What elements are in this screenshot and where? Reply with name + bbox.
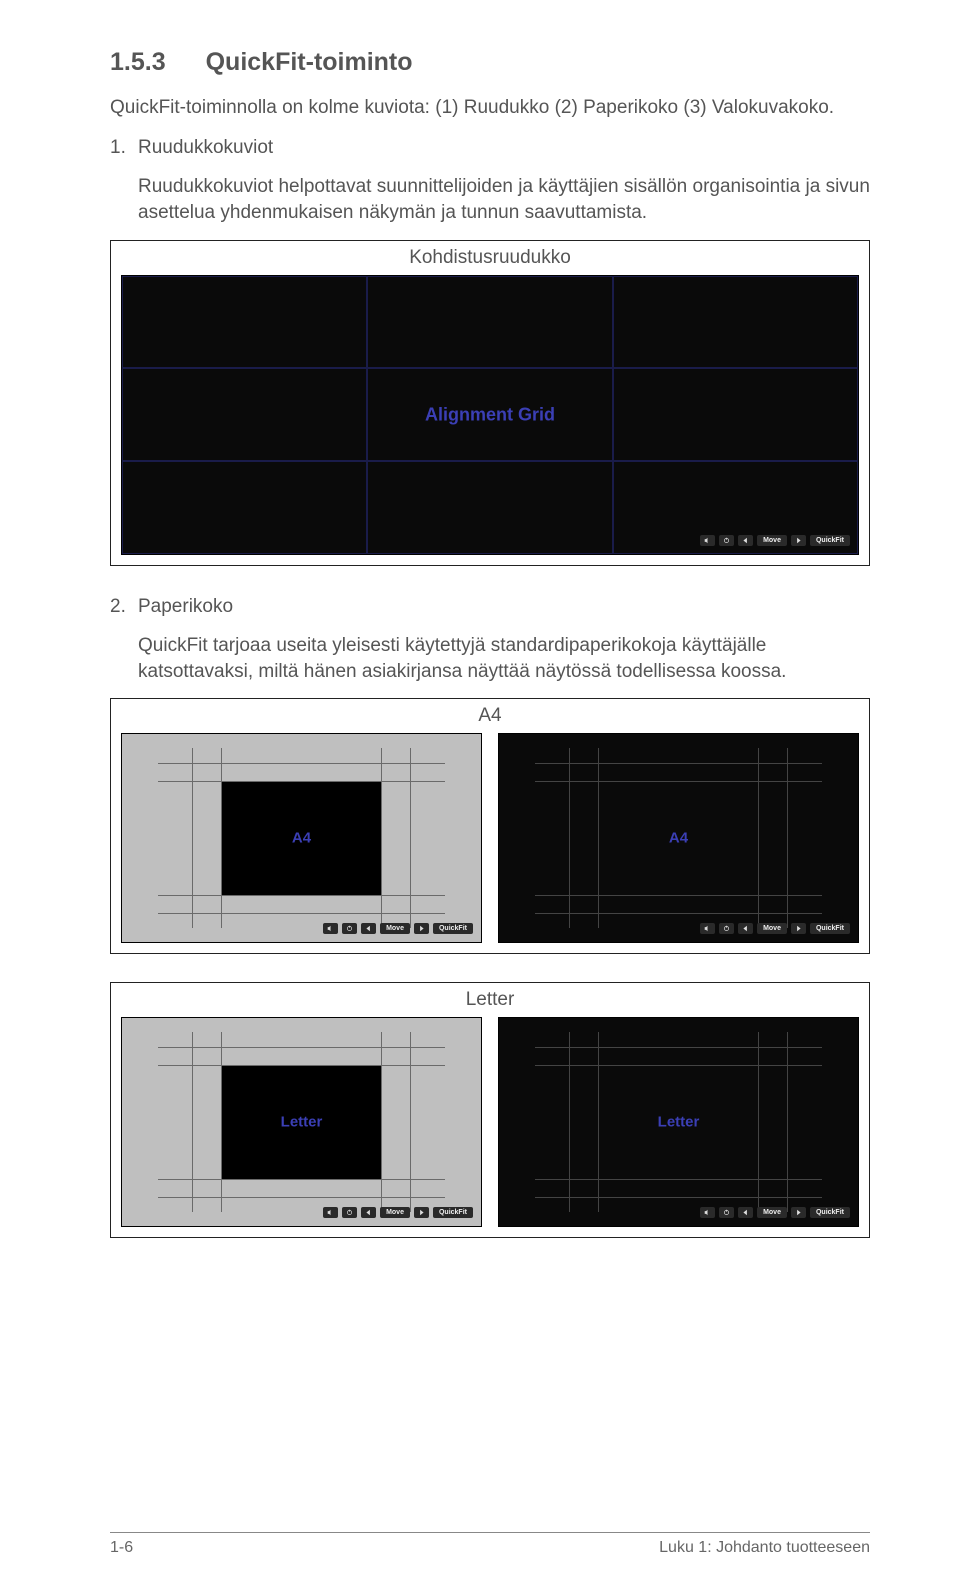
a4-label-left: A4 [292, 830, 311, 847]
letter-frame-title: Letter [121, 989, 859, 1011]
letter-screenshot-left: Letter Move QuickFit [121, 1017, 482, 1227]
alignment-grid-label: Alignment Grid [425, 404, 555, 425]
section-number: 1.5.3 [110, 48, 166, 77]
osd-move-label: Move [380, 923, 410, 934]
power-icon [719, 535, 734, 546]
power-icon [719, 1207, 734, 1218]
osd-quickfit-label: QuickFit [433, 923, 473, 934]
footer-page-number: 1-6 [110, 1539, 133, 1557]
page: 1.5.3 QuickFit-toiminto QuickFit-toiminno… [0, 0, 960, 1587]
osd-bar: Move QuickFit [700, 535, 850, 546]
volume-icon [323, 923, 338, 934]
volume-icon [700, 1207, 715, 1218]
triangle-left-icon [361, 923, 376, 934]
alignment-grid-screenshot: Alignment Grid Move QuickFit [121, 275, 859, 555]
a4-frame: A4 A4 Move QuickFit [110, 698, 870, 954]
footer-chapter: Luku 1: Johdanto tuotteeseen [659, 1539, 870, 1557]
page-footer: 1-6 Luku 1: Johdanto tuotteeseen [110, 1532, 870, 1557]
item1-body: Ruudukkokuviot helpottavat suunnittelijo… [110, 174, 870, 225]
osd-move-label: Move [757, 923, 787, 934]
power-icon [342, 923, 357, 934]
letter-screenshot-right: Letter Move QuickFit [498, 1017, 859, 1227]
volume-icon [700, 535, 715, 546]
item1-heading-line: 1.Ruudukkokuviot [110, 135, 870, 161]
power-icon [342, 1207, 357, 1218]
letter-frame: Letter Letter Move QuickFit [110, 982, 870, 1238]
power-icon [719, 923, 734, 934]
triangle-right-icon [414, 1207, 429, 1218]
volume-icon [323, 1207, 338, 1218]
triangle-left-icon [361, 1207, 376, 1218]
triangle-right-icon [791, 1207, 806, 1218]
osd-bar: Move QuickFit [323, 1207, 473, 1218]
alignment-grid-frame: Kohdistusruudukko Alignment Grid Move Qu… [110, 240, 870, 566]
osd-quickfit-label: QuickFit [810, 535, 850, 546]
osd-quickfit-label: QuickFit [810, 923, 850, 934]
item1-heading: Ruudukkokuviot [138, 137, 273, 158]
osd-bar: Move QuickFit [700, 1207, 850, 1218]
a4-screenshot-left: A4 Move QuickFit [121, 733, 482, 943]
osd-move-label: Move [757, 1207, 787, 1218]
triangle-left-icon [738, 535, 753, 546]
volume-icon [700, 923, 715, 934]
a4-frame-title: A4 [121, 705, 859, 727]
triangle-right-icon [414, 923, 429, 934]
section-title-text: QuickFit-toiminto [206, 48, 413, 76]
triangle-right-icon [791, 535, 806, 546]
letter-label-left: Letter [281, 1114, 323, 1131]
a4-screenshot-right: A4 Move QuickFit [498, 733, 859, 943]
item2-body: QuickFit tarjoaa useita yleisesti käytet… [110, 633, 870, 684]
alignment-grid-title: Kohdistusruudukko [121, 247, 859, 269]
triangle-right-icon [791, 923, 806, 934]
section-heading: 1.5.3 QuickFit-toiminto [110, 48, 870, 77]
osd-bar: Move QuickFit [323, 923, 473, 934]
item2-heading: Paperikoko [138, 596, 233, 617]
osd-quickfit-label: QuickFit [810, 1207, 850, 1218]
osd-quickfit-label: QuickFit [433, 1207, 473, 1218]
osd-move-label: Move [757, 535, 787, 546]
item2-heading-line: 2.Paperikoko [110, 594, 870, 620]
item2-number: 2. [110, 594, 138, 620]
a4-label-right: A4 [669, 830, 688, 847]
item1-number: 1. [110, 135, 138, 161]
osd-bar: Move QuickFit [700, 923, 850, 934]
triangle-left-icon [738, 1207, 753, 1218]
osd-move-label: Move [380, 1207, 410, 1218]
triangle-left-icon [738, 923, 753, 934]
letter-label-right: Letter [658, 1114, 700, 1131]
intro-paragraph: QuickFit-toiminnolla on kolme kuviota: (… [110, 95, 870, 121]
